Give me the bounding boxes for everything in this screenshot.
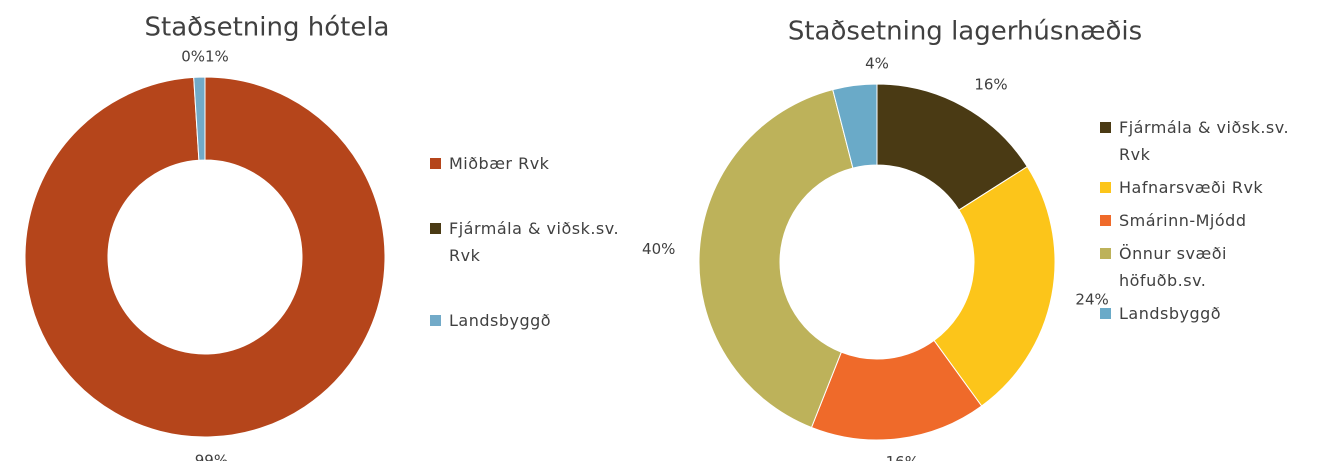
legend-swatch xyxy=(1100,122,1111,133)
legend-item: Smárinn-Mjódd xyxy=(1100,207,1300,234)
data-label: 1% xyxy=(205,48,229,66)
chart-title: Staðsetning lagerhúsnæðis xyxy=(788,17,1142,47)
legend-label: Fjármála & viðsk.sv. Rvk xyxy=(449,219,620,265)
legend-label: Miðbær Rvk xyxy=(449,154,550,173)
legend-item: Landsbyggð xyxy=(1100,300,1300,327)
slice xyxy=(933,165,1056,407)
legend-swatch xyxy=(430,223,441,234)
legend-swatch xyxy=(1100,215,1111,226)
legend-item: Hafnarsvæði Rvk xyxy=(1100,174,1300,201)
legend-item: Fjármála & viðsk.sv. Rvk xyxy=(430,215,640,269)
legend-swatch xyxy=(1100,248,1111,259)
legend-swatch xyxy=(430,315,441,326)
slice xyxy=(193,76,206,161)
slice xyxy=(832,83,878,169)
legend: Miðbær Rvk Fjármála & viðsk.sv. Rvk Landsb… xyxy=(430,150,640,334)
legend-item: Miðbær Rvk xyxy=(430,150,640,177)
legend-label: Landsbyggð xyxy=(449,311,552,330)
data-label: 16% xyxy=(886,453,919,461)
legend-swatch xyxy=(1100,182,1111,193)
legend-item: Landsbyggð xyxy=(430,307,640,334)
legend-label: Hafnarsvæði Rvk xyxy=(1119,178,1264,197)
legend: Fjármála & viðsk.sv. Rvk Hafnarsvæði Rvk S… xyxy=(1100,114,1300,327)
slice xyxy=(876,83,1028,211)
data-label: 99% xyxy=(195,451,228,461)
data-label: 0% xyxy=(181,48,205,66)
legend-swatch xyxy=(1100,308,1111,319)
legend-label: Fjármála & viðsk.sv. Rvk xyxy=(1119,118,1290,164)
legend-swatch xyxy=(430,158,441,169)
data-label: 24% xyxy=(1075,290,1108,308)
data-label: 16% xyxy=(974,75,1007,93)
slice xyxy=(698,88,854,429)
slice xyxy=(24,76,386,438)
legend-label: Landsbyggð xyxy=(1119,304,1222,323)
chart-title: Staðsetning hótela xyxy=(145,13,390,43)
data-label: 4% xyxy=(865,55,889,73)
legend-item: Fjármála & viðsk.sv. Rvk xyxy=(1100,114,1300,168)
legend-label: Smárinn-Mjódd xyxy=(1119,211,1247,230)
data-label: 40% xyxy=(642,240,675,258)
legend-label: Önnur svæði höfuðb.sv. xyxy=(1119,244,1227,290)
legend-item: Önnur svæði höfuðb.sv. xyxy=(1100,240,1300,294)
slice xyxy=(810,339,983,441)
